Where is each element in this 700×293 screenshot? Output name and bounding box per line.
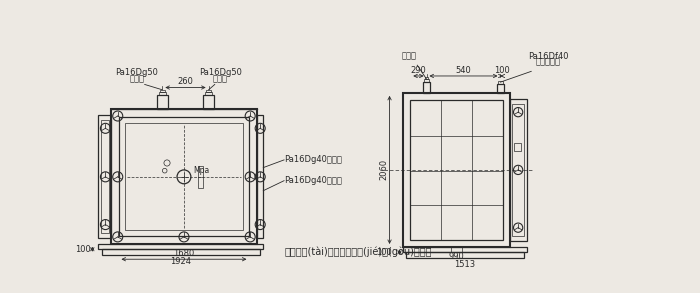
- Bar: [102, 249, 260, 255]
- Bar: [510, 99, 526, 241]
- Text: 1924: 1924: [170, 257, 191, 266]
- Text: 1513: 1513: [454, 260, 475, 269]
- Bar: [158, 92, 167, 95]
- Bar: [407, 252, 524, 258]
- Text: Pa16Df40: Pa16Df40: [528, 52, 568, 61]
- Text: 方形靜態(tài)真空干燥機結(jié)構(gòu)示意圖: 方形靜態(tài)真空干燥機結(jié)構(gòu)示意圖: [285, 246, 433, 257]
- Bar: [403, 93, 510, 247]
- Bar: [99, 244, 263, 249]
- Bar: [206, 90, 211, 92]
- Text: 排氣口: 排氣口: [130, 74, 144, 83]
- Text: 蒸汽進氣口: 蒸汽進氣口: [536, 58, 561, 67]
- Bar: [101, 120, 108, 233]
- Text: 100: 100: [376, 248, 392, 257]
- Text: Pa16Dg50: Pa16Dg50: [116, 68, 158, 77]
- Text: 1680: 1680: [174, 249, 195, 258]
- Bar: [118, 117, 249, 236]
- Bar: [99, 115, 111, 238]
- Bar: [204, 92, 213, 95]
- Bar: [403, 247, 526, 252]
- Bar: [111, 109, 257, 244]
- Text: Mpa: Mpa: [193, 166, 209, 175]
- Bar: [452, 247, 462, 252]
- Text: 100: 100: [494, 66, 510, 75]
- Text: Pa16Dg40排污口: Pa16Dg40排污口: [284, 155, 342, 164]
- Bar: [424, 79, 429, 82]
- Text: 260: 260: [178, 77, 193, 86]
- Text: 安全閥: 安全閥: [402, 52, 417, 61]
- Bar: [160, 90, 164, 92]
- Bar: [203, 95, 214, 109]
- Text: 990: 990: [449, 252, 464, 261]
- Text: 2060: 2060: [379, 159, 388, 180]
- Bar: [496, 84, 504, 93]
- Text: 消毒口: 消毒口: [213, 74, 228, 83]
- Bar: [498, 81, 503, 84]
- Bar: [425, 77, 428, 79]
- Bar: [512, 104, 524, 236]
- Bar: [198, 166, 203, 188]
- Bar: [410, 100, 503, 240]
- Bar: [423, 82, 430, 93]
- Text: 100: 100: [75, 245, 91, 254]
- Bar: [257, 115, 263, 238]
- Bar: [125, 123, 244, 230]
- Text: Pa16Dg40疏水口: Pa16Dg40疏水口: [284, 176, 342, 185]
- Bar: [514, 143, 522, 151]
- Bar: [157, 95, 168, 109]
- Text: 290: 290: [410, 66, 426, 75]
- Text: Pa16Dg50: Pa16Dg50: [199, 68, 241, 77]
- Text: 540: 540: [456, 66, 471, 75]
